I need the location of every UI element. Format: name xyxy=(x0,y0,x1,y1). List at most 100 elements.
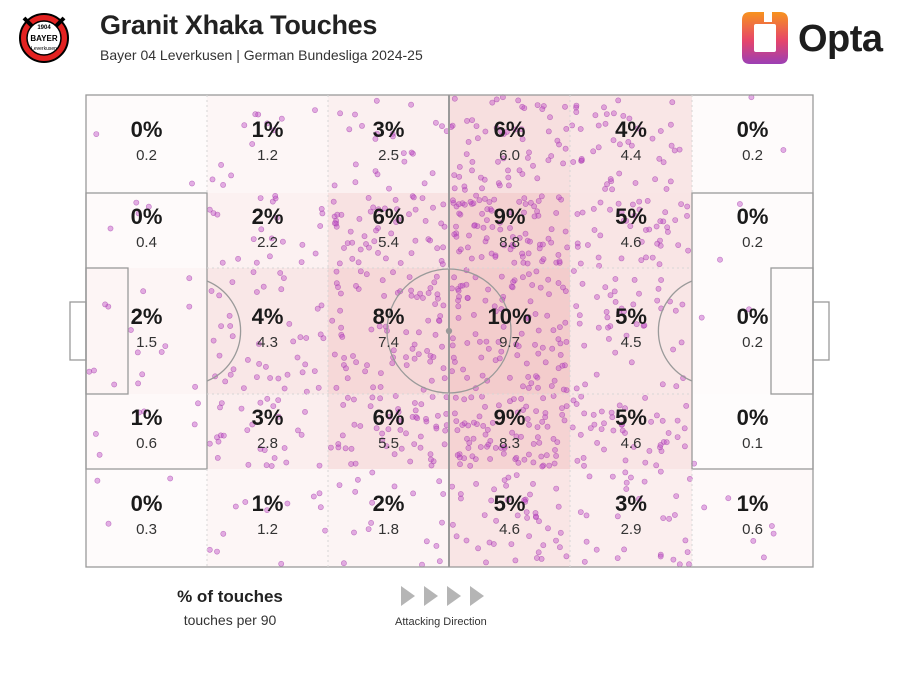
touch-dot xyxy=(528,199,534,206)
touch-dot xyxy=(622,457,629,464)
touch-dot xyxy=(368,519,374,526)
zone-cell-1-0 xyxy=(86,193,207,268)
touch-dot xyxy=(542,414,549,420)
touch-dot xyxy=(495,402,502,409)
touch-dot xyxy=(614,513,621,520)
touch-dot xyxy=(409,413,416,420)
touch-dot xyxy=(717,256,723,263)
touch-dot xyxy=(534,555,540,561)
touch-dot xyxy=(607,206,613,213)
touch-dot xyxy=(449,483,455,490)
touch-dot xyxy=(544,312,551,319)
touch-dot xyxy=(663,439,670,446)
touch-dot xyxy=(272,193,279,199)
touch-dot xyxy=(457,461,463,468)
touch-dot xyxy=(503,482,509,489)
touch-dot xyxy=(653,223,660,230)
touch-dot xyxy=(591,421,598,428)
touch-dot xyxy=(370,384,376,391)
touch-dot xyxy=(535,198,542,204)
direction-arrows xyxy=(401,586,515,606)
touch-dot xyxy=(457,491,464,497)
touch-dot xyxy=(535,434,541,441)
touch-dot xyxy=(627,223,634,229)
touch-dot xyxy=(457,246,464,253)
touch-dot xyxy=(278,286,285,293)
touch-dot xyxy=(270,403,277,409)
touch-dot xyxy=(512,557,519,564)
touch-dot xyxy=(625,139,632,145)
touch-dot xyxy=(556,258,563,265)
touch-dot xyxy=(658,277,664,283)
touch-dot xyxy=(439,261,446,267)
touch-dot xyxy=(464,118,470,124)
zone-cell-4-4 xyxy=(570,469,692,567)
touch-dot xyxy=(497,219,503,226)
touch-dot xyxy=(648,418,654,425)
touch-dot xyxy=(463,151,470,157)
touch-dot xyxy=(635,125,641,132)
touch-dot xyxy=(550,435,557,442)
touch-dot xyxy=(352,179,359,186)
touch-dot xyxy=(523,509,530,515)
touch-dot xyxy=(485,286,491,293)
touch-dot xyxy=(397,260,404,266)
touch-dot xyxy=(253,374,260,380)
touch-dot xyxy=(357,423,364,429)
touch-dot xyxy=(477,444,484,450)
touch-dot xyxy=(686,561,692,568)
touch-dot xyxy=(427,352,434,359)
touch-dot xyxy=(451,358,458,365)
touch-dot xyxy=(501,242,508,249)
touch-dot xyxy=(479,210,485,217)
touch-dot xyxy=(216,352,223,359)
touch-dot xyxy=(602,284,609,291)
touch-dot xyxy=(473,192,479,199)
opta-logo-icon xyxy=(742,10,788,64)
touch-dot xyxy=(676,146,683,153)
touch-dot xyxy=(585,242,591,248)
touch-dot xyxy=(427,237,433,244)
centre-spot xyxy=(445,327,453,335)
touch-dot xyxy=(612,298,619,305)
touch-dot xyxy=(662,209,669,216)
touch-dot xyxy=(376,323,383,330)
touch-dot xyxy=(427,456,434,463)
touch-dot xyxy=(468,394,475,401)
touch-dot xyxy=(540,241,546,248)
touch-dot xyxy=(411,400,418,406)
touch-dot xyxy=(252,111,259,118)
touch-dot xyxy=(96,451,103,458)
touch-dot xyxy=(562,288,569,294)
touch-dot xyxy=(622,405,628,412)
touch-dot xyxy=(595,324,602,331)
touch-dot xyxy=(454,427,461,434)
touch-dot xyxy=(329,317,336,324)
touch-dot xyxy=(482,128,489,135)
touch-dot xyxy=(430,354,437,360)
touch-dot xyxy=(419,295,426,301)
touch-dot xyxy=(618,421,625,428)
touch-dot xyxy=(466,439,473,446)
touch-dot xyxy=(343,365,349,372)
touch-dot xyxy=(422,217,429,224)
touch-dot xyxy=(636,198,643,205)
touch-dot xyxy=(377,384,384,390)
touch-dot xyxy=(403,362,410,368)
touch-dot xyxy=(209,176,216,183)
touch-dot xyxy=(461,201,468,208)
touch-dot xyxy=(578,156,585,162)
touch-dot xyxy=(411,441,418,447)
touch-dot xyxy=(520,407,526,413)
touch-dot xyxy=(682,537,689,544)
touch-dot xyxy=(489,224,496,230)
touch-dot xyxy=(451,274,457,281)
zone-cell-1-2 xyxy=(328,193,449,268)
touch-dot xyxy=(659,417,666,424)
touch-dot xyxy=(167,475,174,482)
zone-cell-4-3 xyxy=(449,469,570,567)
touch-dot xyxy=(505,174,512,181)
touch-dot xyxy=(390,347,397,354)
touch-dot xyxy=(311,368,318,374)
touch-dot xyxy=(638,238,645,245)
